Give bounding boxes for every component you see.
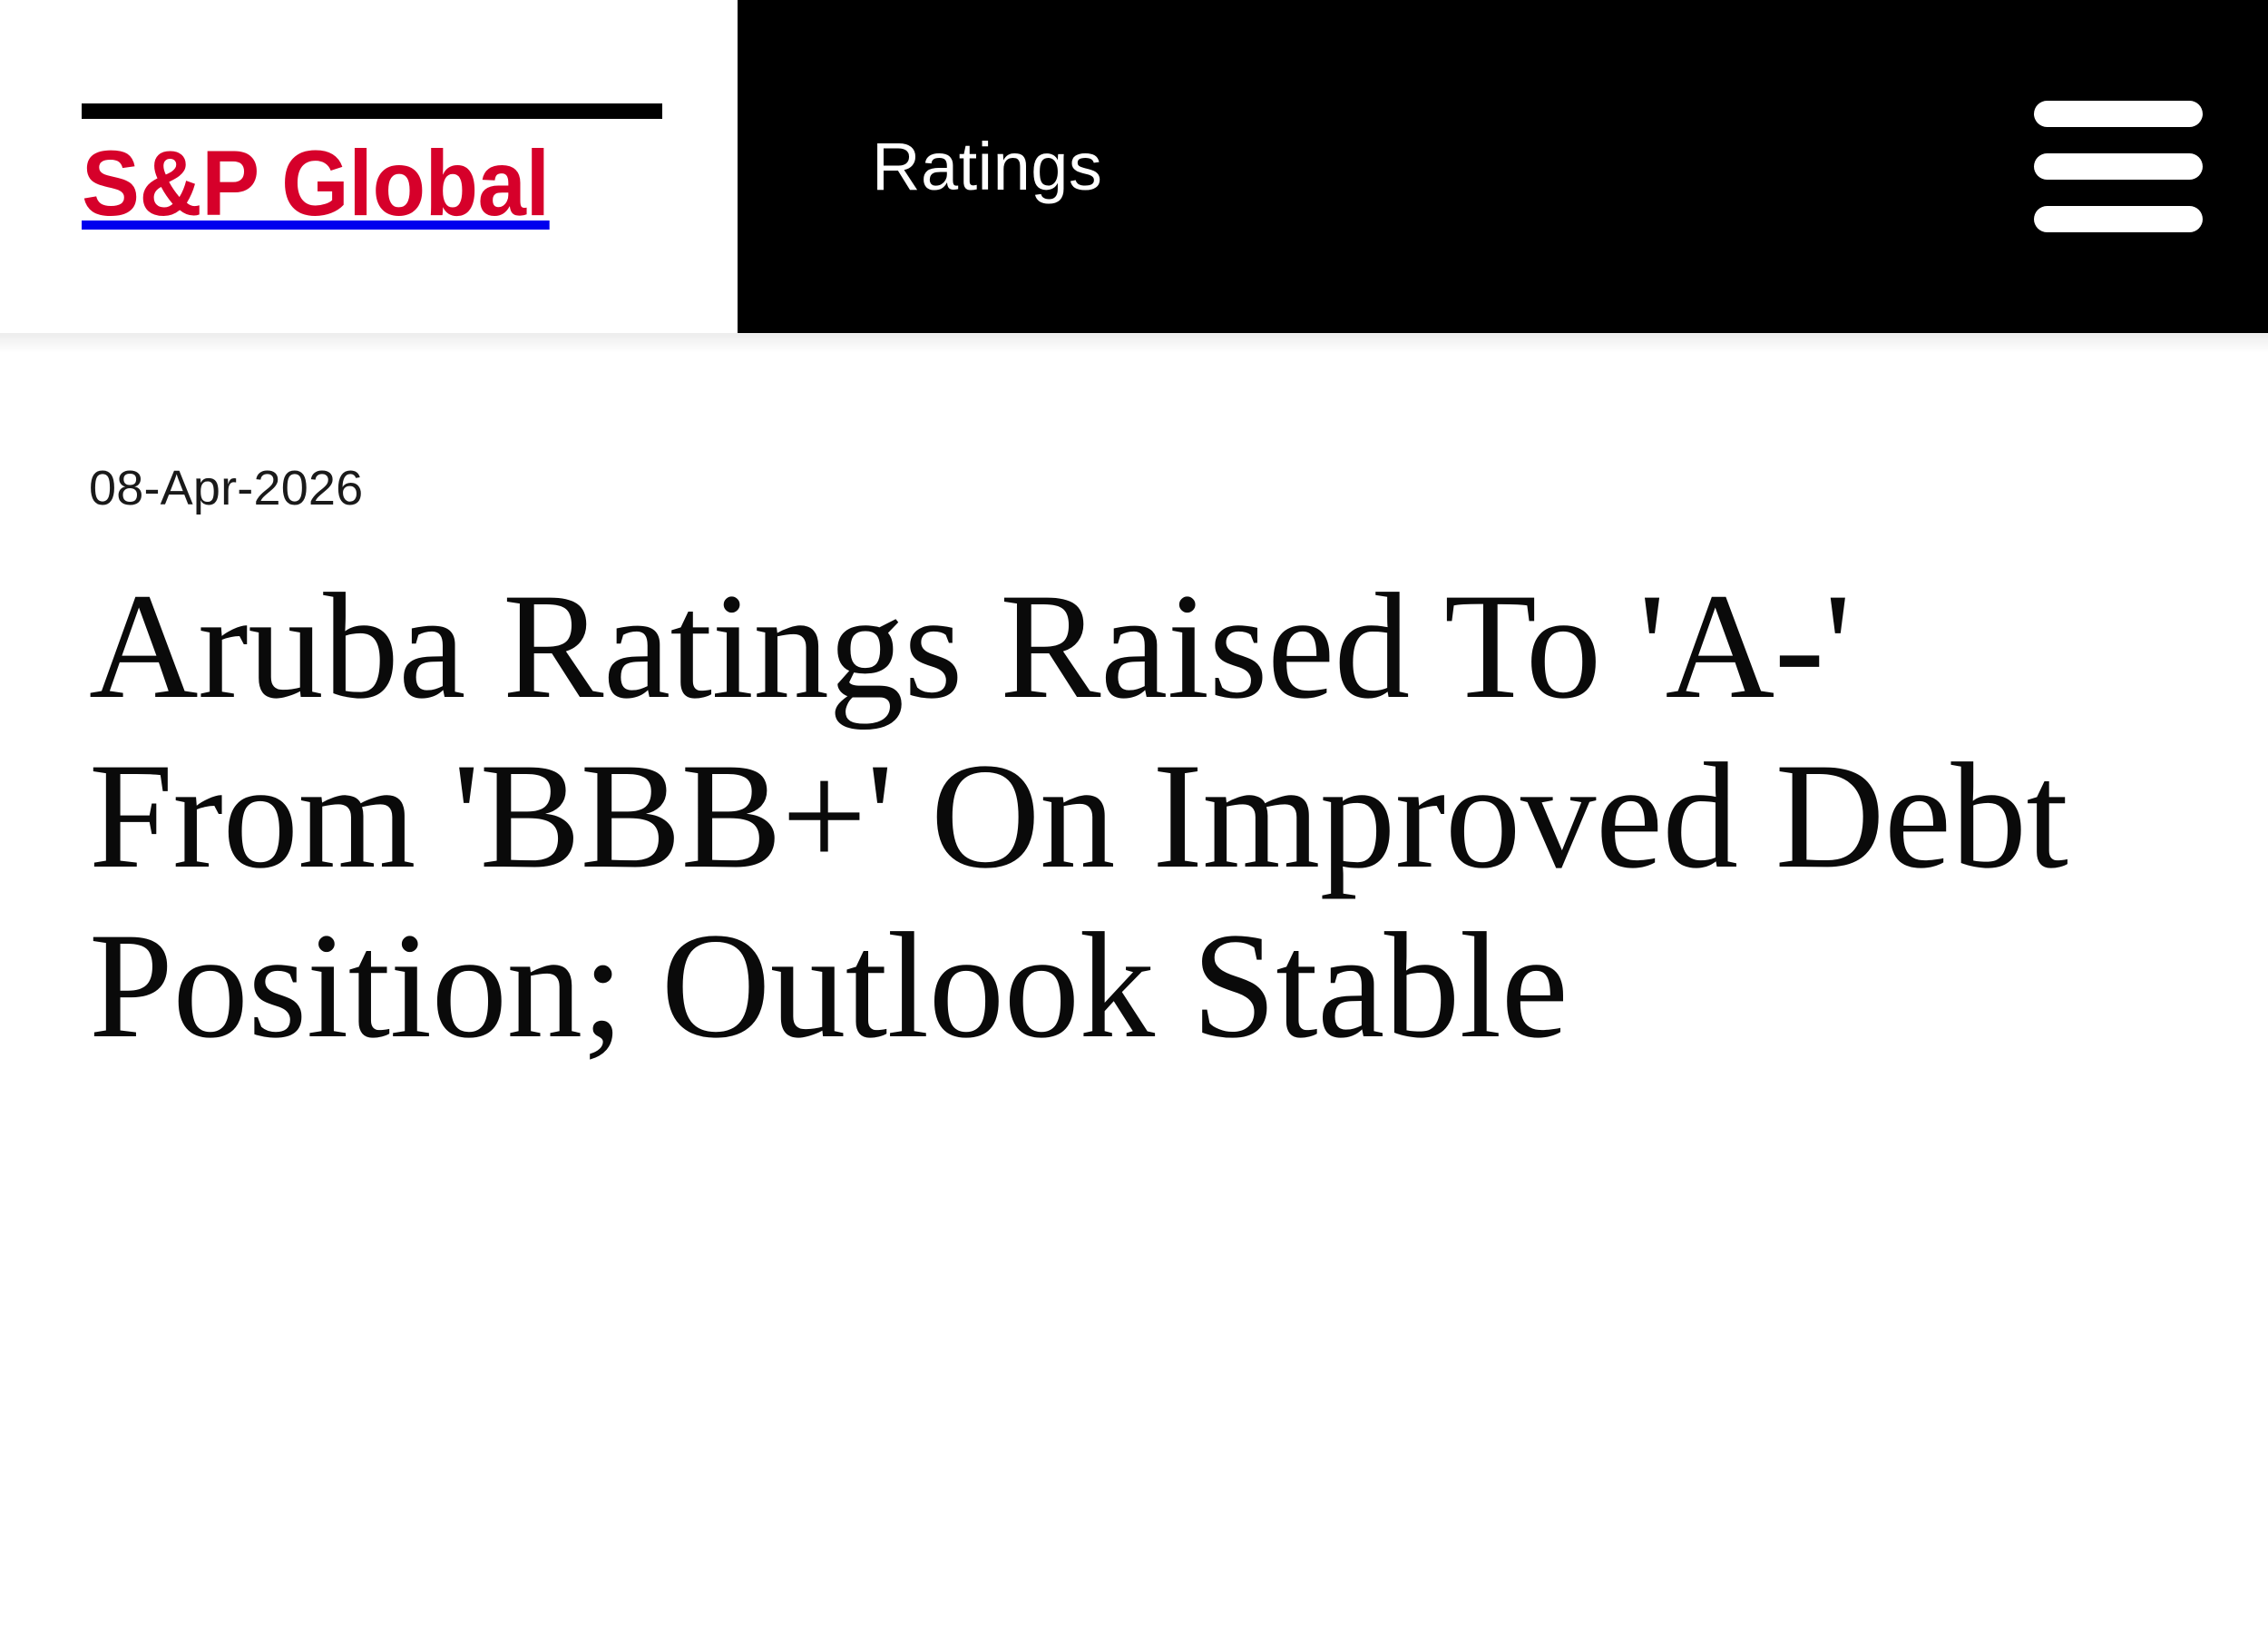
hamburger-menu-icon-bar-1 — [2034, 101, 2203, 127]
division-label: Ratings — [872, 128, 1103, 204]
header-division: Ratings — [738, 0, 1969, 333]
article-publish-date: 08-Apr-2026 — [89, 461, 364, 515]
article-body: 08-Apr-2026 Aruba Ratings Raised To 'A-'… — [0, 333, 2268, 1071]
site-header: S&P Global Ratings — [0, 0, 2268, 353]
sp-global-logo[interactable]: S&P Global — [0, 0, 738, 333]
article-headline: Aruba Ratings Raised To 'A-' From 'BBB+'… — [89, 563, 2068, 1071]
hamburger-menu-icon-bar-2 — [2034, 153, 2203, 180]
hamburger-menu-icon-bar-3 — [2034, 206, 2203, 232]
logo-rule-bar — [82, 103, 662, 119]
hamburger-menu-button[interactable] — [1969, 0, 2268, 333]
logo-wordmark: S&P Global — [82, 132, 550, 235]
